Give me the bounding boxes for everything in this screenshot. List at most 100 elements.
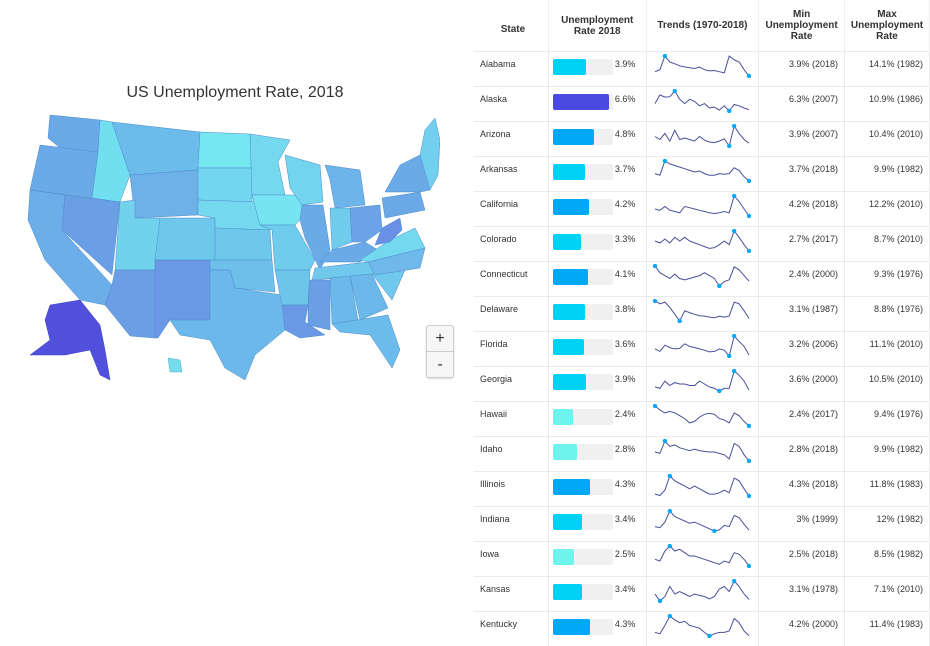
- state-name: Connecticut: [480, 269, 528, 279]
- cell-max: 8.5% (1982): [845, 542, 930, 577]
- zoom-out-button[interactable]: -: [427, 351, 453, 377]
- state-pennsylvania[interactable]: [382, 192, 425, 218]
- rate-bar-fill: [553, 374, 586, 390]
- max-rate: 14.1% (1982): [869, 59, 923, 69]
- rate-bar-track: [553, 514, 613, 530]
- sparkline[interactable]: [653, 229, 751, 253]
- sparkline[interactable]: [653, 474, 751, 498]
- rate-value: 6.6%: [615, 94, 636, 104]
- cell-rate: 4.3%: [548, 472, 646, 507]
- max-rate: 12.2% (2010): [869, 199, 923, 209]
- rate-value: 3.6%: [615, 339, 636, 349]
- sparkline[interactable]: [653, 54, 751, 78]
- rate-value: 2.8%: [615, 444, 636, 454]
- cell-rate: 4.2%: [548, 192, 646, 227]
- sparkline[interactable]: [653, 544, 751, 568]
- state-oregon[interactable]: [30, 145, 98, 198]
- sparkline[interactable]: [653, 334, 751, 358]
- state-mississippi[interactable]: [308, 280, 330, 330]
- cell-state: Hawaii: [474, 402, 548, 437]
- state-florida[interactable]: [332, 315, 400, 368]
- sparkline-max-marker: [672, 89, 676, 93]
- rate-bar-fill: [553, 304, 586, 320]
- min-rate: 3% (1999): [797, 514, 839, 524]
- header-state[interactable]: State: [474, 0, 548, 52]
- sparkline[interactable]: [653, 579, 751, 603]
- cell-min: 4.2% (2018): [759, 192, 845, 227]
- sparkline[interactable]: [653, 369, 751, 393]
- cell-state: California: [474, 192, 548, 227]
- state-michigan[interactable]: [325, 165, 365, 208]
- sparkline-min-marker: [727, 354, 731, 358]
- sparkline[interactable]: [653, 404, 751, 428]
- state-kansas[interactable]: [215, 228, 272, 260]
- sparkline[interactable]: [653, 159, 751, 183]
- cell-max: 7.1% (2010): [845, 577, 930, 612]
- state-name: Kansas: [480, 584, 510, 594]
- state-colorado[interactable]: [155, 218, 215, 260]
- sparkline-path: [655, 511, 749, 531]
- sparkline-min-marker: [707, 634, 711, 638]
- state-arizona[interactable]: [105, 270, 155, 338]
- cell-min: 3.2% (2006): [759, 332, 845, 367]
- sparkline-max-marker: [653, 299, 657, 303]
- us-choropleth-map[interactable]: [20, 110, 440, 390]
- cell-min: 3.1% (1987): [759, 297, 845, 332]
- state-minnesota[interactable]: [250, 134, 290, 195]
- state-alaska[interactable]: [30, 300, 110, 380]
- sparkline[interactable]: [653, 264, 751, 288]
- state-name: Hawaii: [480, 409, 507, 419]
- state-ohio[interactable]: [350, 205, 382, 242]
- cell-max: 10.4% (2010): [845, 122, 930, 157]
- rate-bar-track: [553, 619, 613, 635]
- state-north-dakota[interactable]: [198, 132, 252, 168]
- sparkline[interactable]: [653, 89, 751, 113]
- sparkline[interactable]: [653, 124, 751, 148]
- sparkline-path: [655, 196, 749, 216]
- table-row[interactable]: Kansas 3.4% 3.1% (1978) 7.1% (2010): [474, 577, 930, 612]
- cell-max: 9.4% (1976): [845, 402, 930, 437]
- sparkline[interactable]: [653, 509, 751, 533]
- min-rate: 3.1% (1978): [789, 584, 838, 594]
- rate-value: 3.4%: [615, 584, 636, 594]
- sparkline-max-marker: [667, 509, 671, 513]
- state-washington[interactable]: [48, 115, 100, 152]
- sparkline[interactable]: [653, 194, 751, 218]
- header-trends[interactable]: Trends (1970-2018): [646, 0, 758, 52]
- cell-trend: [646, 542, 758, 577]
- min-rate: 2.7% (2017): [789, 234, 838, 244]
- sparkline[interactable]: [653, 614, 751, 638]
- cell-trend: [646, 437, 758, 472]
- rate-bar-track: [553, 59, 613, 75]
- state-indiana[interactable]: [330, 208, 352, 250]
- sparkline[interactable]: [653, 299, 751, 323]
- sparkline[interactable]: [653, 439, 751, 463]
- max-rate: 9.9% (1982): [874, 164, 923, 174]
- sparkline-path: [655, 56, 749, 76]
- state-iowa[interactable]: [252, 195, 305, 225]
- zoom-in-button[interactable]: +: [427, 326, 453, 351]
- state-wyoming[interactable]: [130, 170, 198, 218]
- state-hawaii[interactable]: [168, 358, 182, 372]
- cell-state: Florida: [474, 332, 548, 367]
- state-south-dakota[interactable]: [198, 168, 252, 202]
